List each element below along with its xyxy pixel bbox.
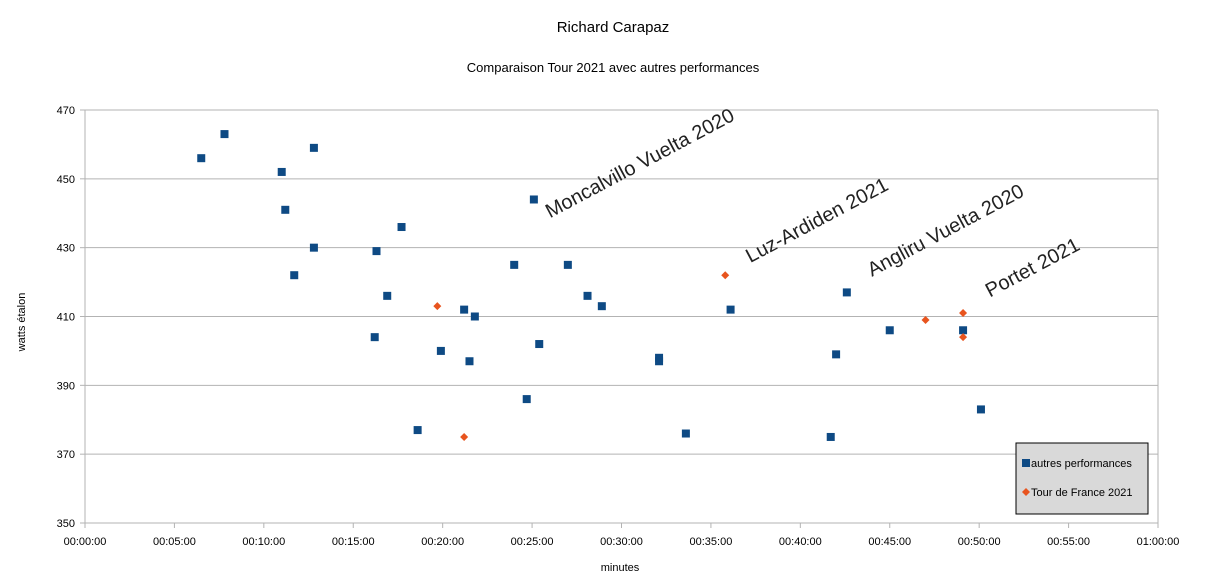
square-marker-point (583, 291, 592, 300)
x-tick-label: 00:05:00 (153, 536, 196, 548)
x-axis-label: minutes (601, 562, 640, 574)
chart-subtitle: Comparaison Tour 2021 avec autres perfor… (467, 60, 760, 75)
square-marker-point (885, 326, 894, 335)
square-marker-point (842, 288, 851, 297)
legend-diamond-marker (1022, 488, 1030, 496)
square-marker-point (726, 305, 735, 314)
square-marker-point (436, 346, 445, 355)
x-tick-label: 00:20:00 (421, 536, 464, 548)
square-marker-point (383, 291, 392, 300)
square-marker-point (372, 247, 381, 256)
x-tick-labels: 00:00:00 00:05:00 00:10:00 00:15:00 00:20:00… (64, 536, 1180, 548)
legend: autres performances Tour de France 2021 (1015, 442, 1149, 515)
square-marker-point (290, 271, 299, 280)
square-marker-point (309, 243, 318, 252)
x-tick-label: 00:30:00 (600, 536, 643, 548)
annotation-label: Angliru Vuelta 2020 (864, 180, 1028, 281)
gridlines (85, 109, 1158, 524)
square-marker-point (832, 350, 841, 359)
series-0 (197, 130, 985, 441)
x-tick-label: 00:00:00 (64, 536, 107, 548)
square-marker-point (413, 426, 422, 435)
square-marker-point (510, 260, 519, 269)
x-tick-label: 00:45:00 (868, 536, 911, 548)
y-tick-label: 410 (57, 312, 75, 324)
y-tick-labels: 350 370 390 410 430 450 470 (57, 105, 75, 530)
square-marker-point (535, 340, 544, 349)
square-marker-point (597, 302, 606, 311)
diamond-marker-point (921, 315, 930, 324)
legend-square-marker (1022, 459, 1030, 467)
square-marker-point (220, 130, 229, 139)
square-marker-point (460, 305, 469, 314)
diamond-marker-point (959, 333, 968, 342)
x-tick-label: 01:00:00 (1137, 536, 1180, 548)
x-tick-label: 00:10:00 (242, 536, 285, 548)
x-tick-label: 00:55:00 (1047, 536, 1090, 548)
x-tick-label: 00:50:00 (958, 536, 1001, 548)
square-marker-point (197, 154, 206, 163)
x-tick-label: 00:40:00 (779, 536, 822, 548)
y-axis-label: watts étalon (16, 293, 28, 353)
annotation-label: Luz-Ardiden 2021 (742, 174, 892, 268)
square-marker-point (529, 195, 538, 204)
square-marker-point (370, 333, 379, 342)
square-marker-point (976, 405, 985, 414)
square-marker-point (826, 432, 835, 441)
y-tick-label: 470 (57, 105, 75, 117)
diamond-marker-point (460, 432, 469, 441)
y-tick-label: 390 (57, 380, 75, 392)
x-tick-label: 00:35:00 (690, 536, 733, 548)
diamond-marker-point (721, 271, 730, 280)
y-tick-label: 370 (57, 449, 75, 461)
square-marker-point (309, 143, 318, 152)
x-tick-label: 00:25:00 (511, 536, 554, 548)
y-tick-label: 430 (57, 243, 75, 255)
series-1 (433, 271, 968, 441)
data-points (197, 130, 985, 441)
diamond-marker-point (959, 309, 968, 318)
annotation-label: Portet 2021 (982, 234, 1084, 302)
square-marker-point (281, 205, 290, 214)
square-marker-point (470, 312, 479, 321)
chart-title: Richard Carapaz (557, 19, 670, 36)
square-marker-point (522, 395, 531, 404)
square-marker-point (397, 223, 406, 232)
square-marker-point (563, 260, 572, 269)
legend-box (1015, 442, 1149, 515)
square-marker-point (681, 429, 690, 438)
square-marker-point (655, 357, 664, 366)
y-tick-label: 450 (57, 174, 75, 186)
y-tick-label: 350 (57, 518, 75, 530)
axes (80, 109, 1159, 528)
x-tick-label: 00:15:00 (332, 536, 375, 548)
annotation-label: Moncalvillo Vuelta 2020 (542, 105, 738, 223)
diamond-marker-point (433, 302, 442, 311)
square-marker-point (277, 167, 286, 176)
square-marker-point (959, 326, 968, 335)
legend-label: autres performances (1031, 458, 1132, 470)
legend-label: Tour de France 2021 (1031, 487, 1133, 499)
square-marker-point (465, 357, 474, 366)
annotations: Moncalvillo Vuelta 2020 Luz-Ardiden 2021A… (542, 105, 1084, 302)
